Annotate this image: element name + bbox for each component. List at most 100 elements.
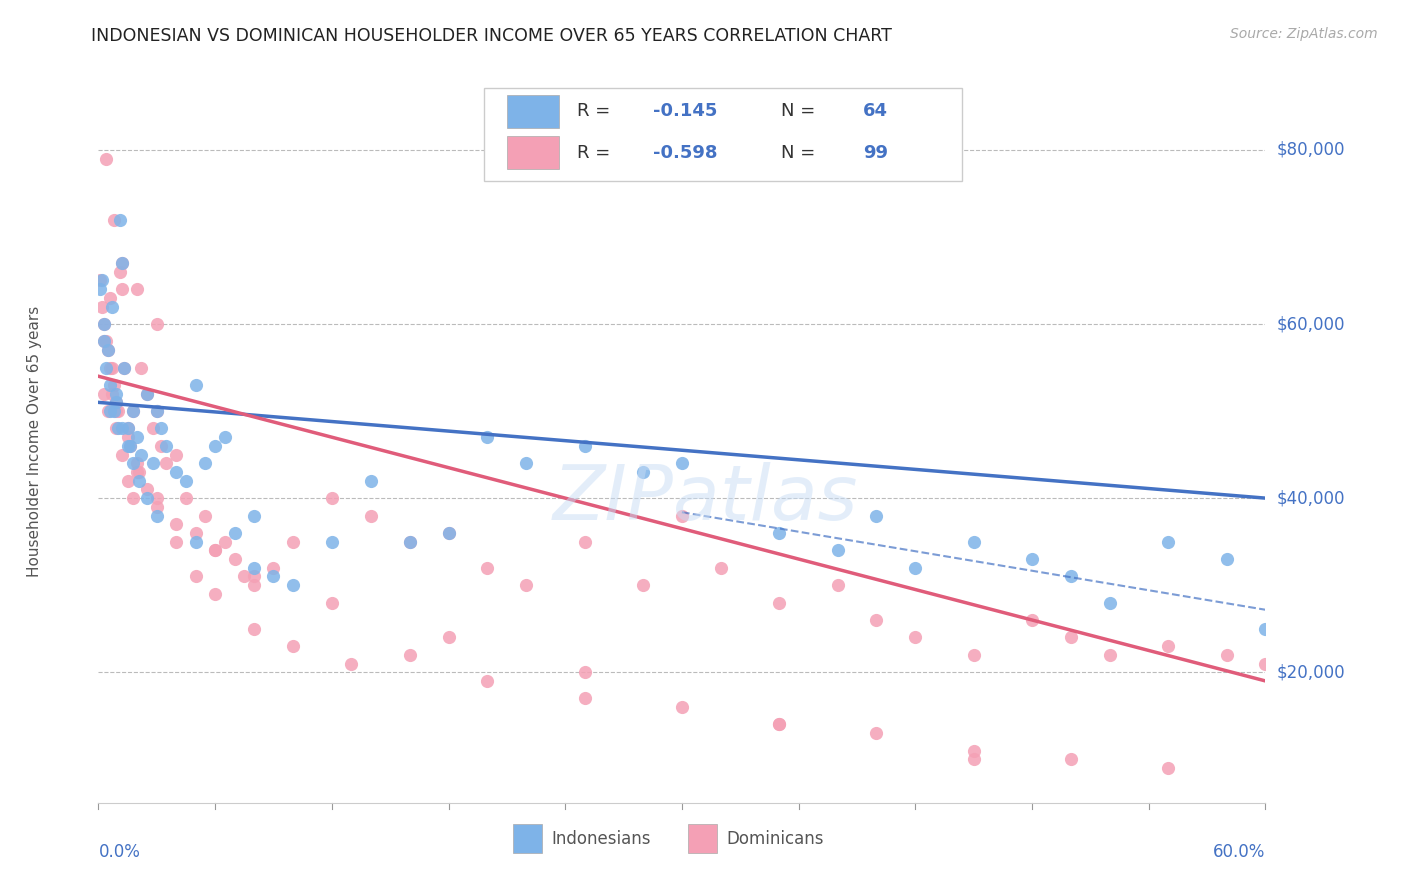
Point [827,578,849,592]
Point [111,256,134,270]
Point [321,596,343,610]
Point [477,430,499,444]
Point [122,456,145,470]
Point [1215,648,1237,662]
Text: 60.0%: 60.0% [1213,843,1265,861]
Point [281,639,304,653]
Point [671,508,693,523]
Point [437,525,460,540]
Point [224,525,246,540]
Point [631,465,654,479]
Point [97,343,120,358]
Point [142,456,165,470]
Point [93,317,115,331]
Text: Indonesians: Indonesians [551,830,651,848]
Point [574,534,596,549]
Point [101,360,124,375]
Point [515,456,537,470]
Point [127,430,149,444]
Point [827,543,849,558]
Bar [688,824,717,854]
Text: N =: N = [782,102,821,120]
Point [97,343,120,358]
Point [89,282,111,296]
Point [155,456,177,470]
Point [136,483,159,497]
Point [865,508,887,523]
Point [243,561,266,575]
Point [1254,657,1277,671]
Point [111,282,134,296]
Point [128,465,150,479]
Point [671,456,693,470]
Point [146,491,169,505]
Point [128,474,150,488]
Point [768,596,790,610]
Point [122,404,145,418]
Text: 64: 64 [863,102,887,120]
Bar [508,136,560,169]
Point [104,386,127,401]
Point [149,439,172,453]
Point [111,448,134,462]
Point [710,561,733,575]
Point [204,439,226,453]
Point [321,491,343,505]
Point [360,474,382,488]
Point [865,726,887,740]
Point [962,648,984,662]
Point [194,456,217,470]
Point [515,578,537,592]
Point [93,317,115,331]
Point [1157,534,1180,549]
Point [108,212,131,227]
Text: $80,000: $80,000 [1277,141,1346,159]
Point [281,534,304,549]
Point [155,439,177,453]
Point [1098,596,1121,610]
Point [1215,552,1237,566]
Point [91,300,114,314]
Text: $60,000: $60,000 [1277,315,1346,333]
Point [117,430,139,444]
Point [146,508,169,523]
Point [118,439,141,453]
Point [1157,639,1180,653]
Point [117,439,139,453]
Point [281,578,304,592]
Point [118,439,141,453]
Point [1060,569,1083,583]
Point [97,404,120,418]
Point [136,491,159,505]
Point [93,334,115,349]
Point [146,404,169,418]
Point [574,691,596,706]
Point [204,543,226,558]
Point [122,491,145,505]
Point [136,386,159,401]
Point [174,474,197,488]
Point [243,508,266,523]
Point [437,525,460,540]
Point [104,404,127,418]
Point [104,395,127,409]
Point [243,578,266,592]
Text: Dominicans: Dominicans [727,830,824,848]
Point [165,465,187,479]
Point [146,404,169,418]
Point [233,569,256,583]
Text: 0.0%: 0.0% [98,843,141,861]
Point [184,534,207,549]
Point [360,508,382,523]
Point [962,743,984,757]
Point [1157,761,1180,775]
Point [96,360,118,375]
Text: Source: ZipAtlas.com: Source: ZipAtlas.com [1230,27,1378,41]
Point [262,569,284,583]
Point [962,752,984,766]
Point [117,421,139,435]
Point [340,657,363,671]
Point [103,212,125,227]
Point [865,613,887,627]
Point [146,500,169,514]
